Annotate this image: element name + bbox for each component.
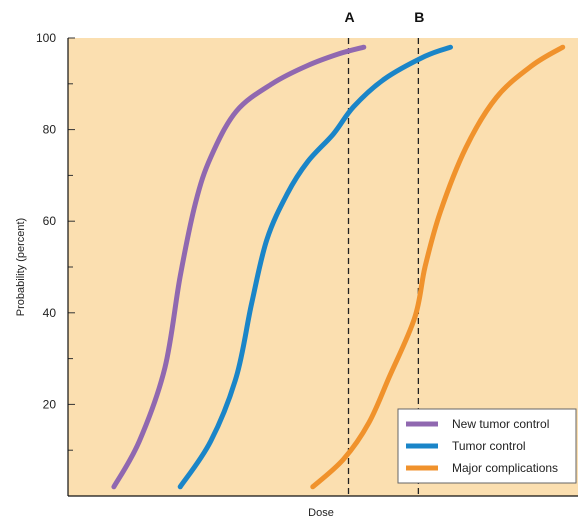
y-axis-minor-ticks [68,83,73,451]
y-tick-label: 20 [43,397,57,411]
x-axis-title: Dose [308,507,334,519]
y-axis-ticks: 20 40 60 80 100 [36,31,75,411]
legend: New tumor control Tumor control Major comp… [397,408,577,484]
series-lines [111,44,566,490]
y-axis-title: Probability (percent) [15,218,27,316]
y-tick-label: 60 [43,214,57,228]
series-line-major-complications [310,44,566,490]
y-tick-label: 100 [36,31,56,45]
legend-label-tumor-control: Tumor control [452,439,526,453]
legend-label-major-complications: Major complications [452,461,558,475]
series-line-new-tumor-control [111,44,367,490]
y-tick-label: 80 [43,123,57,137]
legend-label-new-tumor-control: New tumor control [452,417,549,431]
reference-label-b: B [414,9,424,25]
y-tick-label: 40 [43,306,57,320]
reference-label-a: A [344,9,354,25]
series-line-tumor-control [177,44,453,490]
